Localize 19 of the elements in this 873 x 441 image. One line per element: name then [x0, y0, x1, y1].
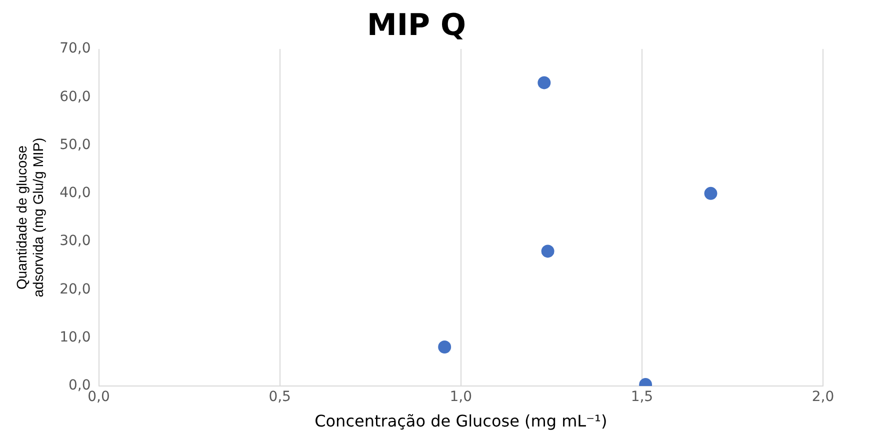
point — [541, 244, 554, 258]
x-tick-label: 2,0 — [812, 389, 834, 406]
x-tick-label: 1,0 — [450, 389, 472, 406]
x-tick-label: 1,5 — [630, 389, 654, 406]
y-tick-label: 70,0 — [60, 40, 91, 57]
y-tick-label: 60,0 — [60, 88, 91, 105]
x-tick-label: 0,5 — [268, 389, 291, 406]
y-axis-title: Quantidade de glucose adsorvida (mg Glu/g MIP) — [13, 138, 46, 298]
chart-title: MIP Q — [367, 8, 466, 43]
x-axis-title: Concentração de Glucose (mg mL⁻¹) — [314, 412, 608, 431]
y-tick-label: 50,0 — [60, 136, 91, 153]
y-tick-label: 20,0 — [60, 281, 91, 298]
point — [438, 340, 452, 354]
y-tick-label: 30,0 — [60, 233, 91, 250]
y-tick-label: 10,0 — [60, 330, 91, 346]
point — [538, 76, 551, 90]
point — [704, 186, 718, 200]
x-tick-label: 0,0 — [88, 389, 110, 406]
y-tick-label: 40,0 — [60, 185, 91, 202]
